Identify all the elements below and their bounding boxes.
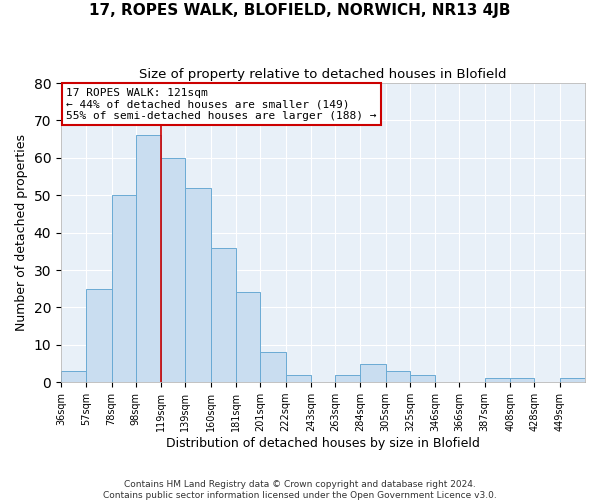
Text: 17 ROPES WALK: 121sqm
← 44% of detached houses are smaller (149)
55% of semi-det: 17 ROPES WALK: 121sqm ← 44% of detached …: [66, 88, 377, 120]
Bar: [61, 371, 86, 382]
Bar: [211, 248, 236, 382]
Title: Size of property relative to detached houses in Blofield: Size of property relative to detached ho…: [139, 68, 507, 80]
Bar: [161, 158, 185, 382]
Text: Contains HM Land Registry data © Crown copyright and database right 2024.
Contai: Contains HM Land Registry data © Crown c…: [103, 480, 497, 500]
Bar: [260, 352, 286, 382]
Bar: [361, 364, 386, 382]
Text: 17, ROPES WALK, BLOFIELD, NORWICH, NR13 4JB: 17, ROPES WALK, BLOFIELD, NORWICH, NR13 …: [89, 2, 511, 18]
Bar: [236, 292, 260, 382]
Bar: [485, 378, 510, 382]
Bar: [386, 371, 410, 382]
Bar: [560, 378, 585, 382]
Bar: [112, 195, 136, 382]
Bar: [86, 288, 112, 382]
Bar: [286, 374, 311, 382]
X-axis label: Distribution of detached houses by size in Blofield: Distribution of detached houses by size …: [166, 437, 480, 450]
Bar: [335, 374, 361, 382]
Bar: [510, 378, 534, 382]
Bar: [410, 374, 435, 382]
Y-axis label: Number of detached properties: Number of detached properties: [15, 134, 28, 331]
Bar: [136, 136, 161, 382]
Bar: [185, 188, 211, 382]
